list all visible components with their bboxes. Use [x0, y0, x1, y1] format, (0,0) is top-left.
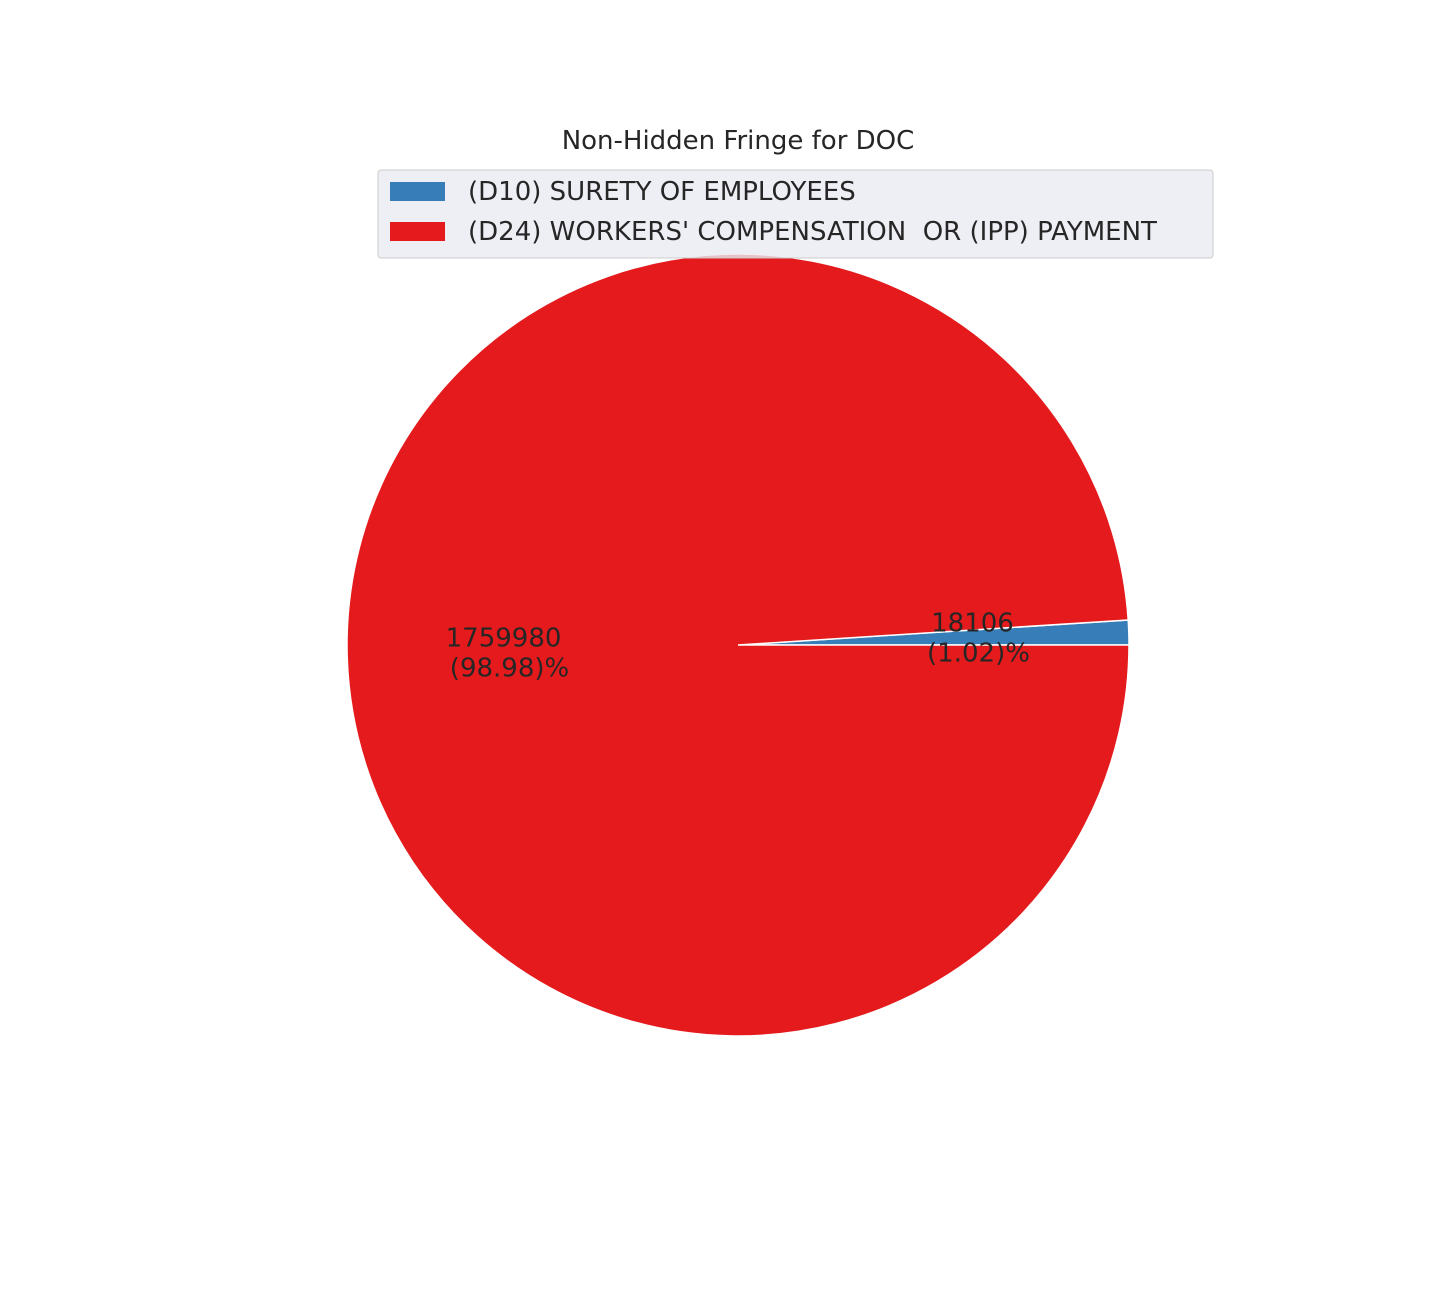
slice-percent-surety: (1.02)%: [927, 638, 1030, 668]
legend: (D10) SURETY OF EMPLOYEES (D24) WORKERS'…: [377, 169, 1214, 259]
legend-swatch-surety: [390, 182, 445, 201]
pie-slice-workers-comp: [346, 253, 1130, 1037]
legend-label-surety: (D10) SURETY OF EMPLOYEES: [468, 177, 856, 207]
legend-label-workers-comp: (D24) WORKERS' COMPENSATION OR (IPP) PAY…: [468, 217, 1157, 247]
slice-percent-workers-comp: (98.98)%: [450, 654, 569, 684]
chart-title: Non-Hidden Fringe for DOC: [562, 126, 915, 156]
legend-swatch-workers-comp: [390, 222, 445, 241]
pie-labels: 18106 (1.02)% 1759980 (98.98)%: [446, 608, 1030, 683]
slice-value-surety: 18106: [931, 608, 1014, 638]
legend-frame: [377, 169, 1214, 259]
slice-label-workers-comp: 1759980 (98.98)%: [446, 624, 570, 684]
pie-slices: [346, 253, 1130, 1037]
slice-label-surety: 18106 (1.02)%: [927, 608, 1030, 668]
slice-value-workers-comp: 1759980: [446, 624, 562, 654]
